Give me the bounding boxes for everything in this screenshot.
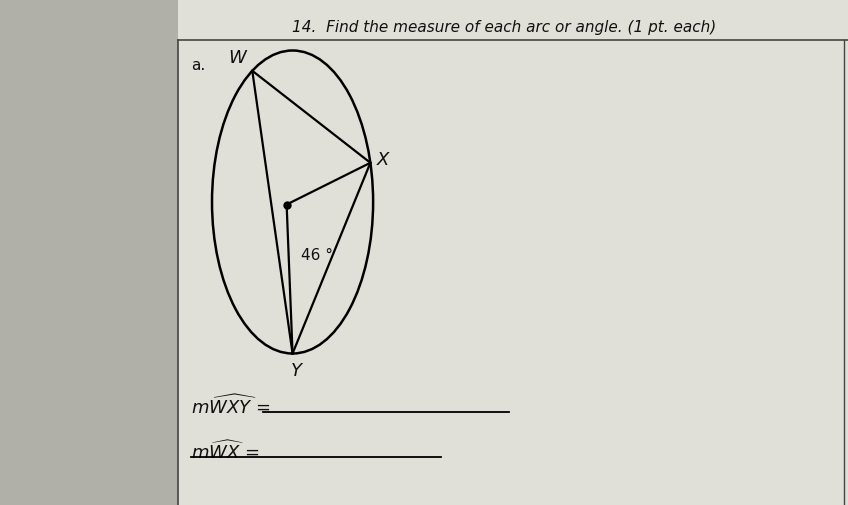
Bar <box>178 0 848 505</box>
Text: $m\widehat{WXY}$ =: $m\widehat{WXY}$ = <box>191 395 271 418</box>
Text: Y: Y <box>292 362 302 380</box>
Text: 46 °: 46 ° <box>301 247 333 263</box>
Text: 14.  Find the measure of each arc or angle. (1 pt. each): 14. Find the measure of each arc or angl… <box>293 20 717 35</box>
Text: $m\widehat{WX}$ =: $m\widehat{WX}$ = <box>191 440 259 464</box>
Text: a.: a. <box>191 58 205 73</box>
Text: X: X <box>377 152 389 169</box>
Text: W: W <box>228 49 246 67</box>
